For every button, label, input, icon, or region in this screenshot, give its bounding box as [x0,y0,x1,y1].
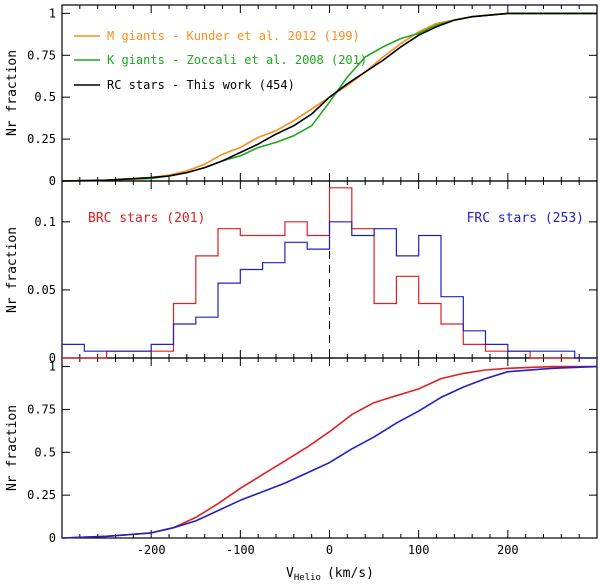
x-tick-label: -100 [226,543,255,557]
annotation-frc-stars: FRC stars (253) [467,211,584,226]
legend-label-m-giants: M giants - Kunder et al. 2012 (199) [107,29,360,43]
y-tick-label: 0.5 [34,90,56,104]
x-tick-label: 200 [497,543,519,557]
y-axis-label-top: Nr fraction [5,50,20,136]
plot-marks [61,12,598,539]
panel-bottom-frame [61,357,598,539]
legend-label-k-giants: K giants - Zoccali et al. 2008 (201) [107,53,367,67]
x-tick-label: 0 [326,543,333,557]
x-axis-label-unit: (km/s) [327,566,374,581]
series-line-frc-2 [61,365,598,539]
y-tick-label: 0 [49,351,56,365]
x-tick-label: 100 [408,543,430,557]
x-tick-label: -200 [137,543,166,557]
legend-label-rc-stars: RC stars - This work (454) [107,78,295,92]
series-line-rc-0 [61,12,597,182]
y-tick-label: 1 [49,360,56,374]
y-tick-label: 0 [49,531,56,545]
legend-top: M giants - Kunder et al. 2012 (199) K gi… [74,29,367,92]
histogram-frc [62,221,597,359]
histogram-brc [62,187,597,359]
x-axis-label-main: V [286,566,294,581]
y-axis-label-middle: Nr fraction [5,227,20,313]
y-tick-label: 0.1 [34,215,56,229]
y-tick-label: 0 [49,174,56,188]
series-line-brc-2 [61,365,597,539]
y-tick-label: 0.05 [27,283,56,297]
y-tick-label: 0.5 [34,445,56,459]
y-tick-label: 0.25 [27,132,56,146]
y-tick-label: 0.75 [27,402,56,416]
annotation-brc-stars: BRC stars (201) [88,211,205,226]
y-axis-label-bottom: Nr fraction [5,405,20,491]
x-axis-label-subscript: Helio [294,573,321,583]
y-tick-label: 0.25 [27,488,56,502]
y-tick-label: 0.75 [27,48,56,62]
x-axis-label: VHelio (km/s) [286,566,374,583]
y-tick-label: 1 [49,6,56,20]
